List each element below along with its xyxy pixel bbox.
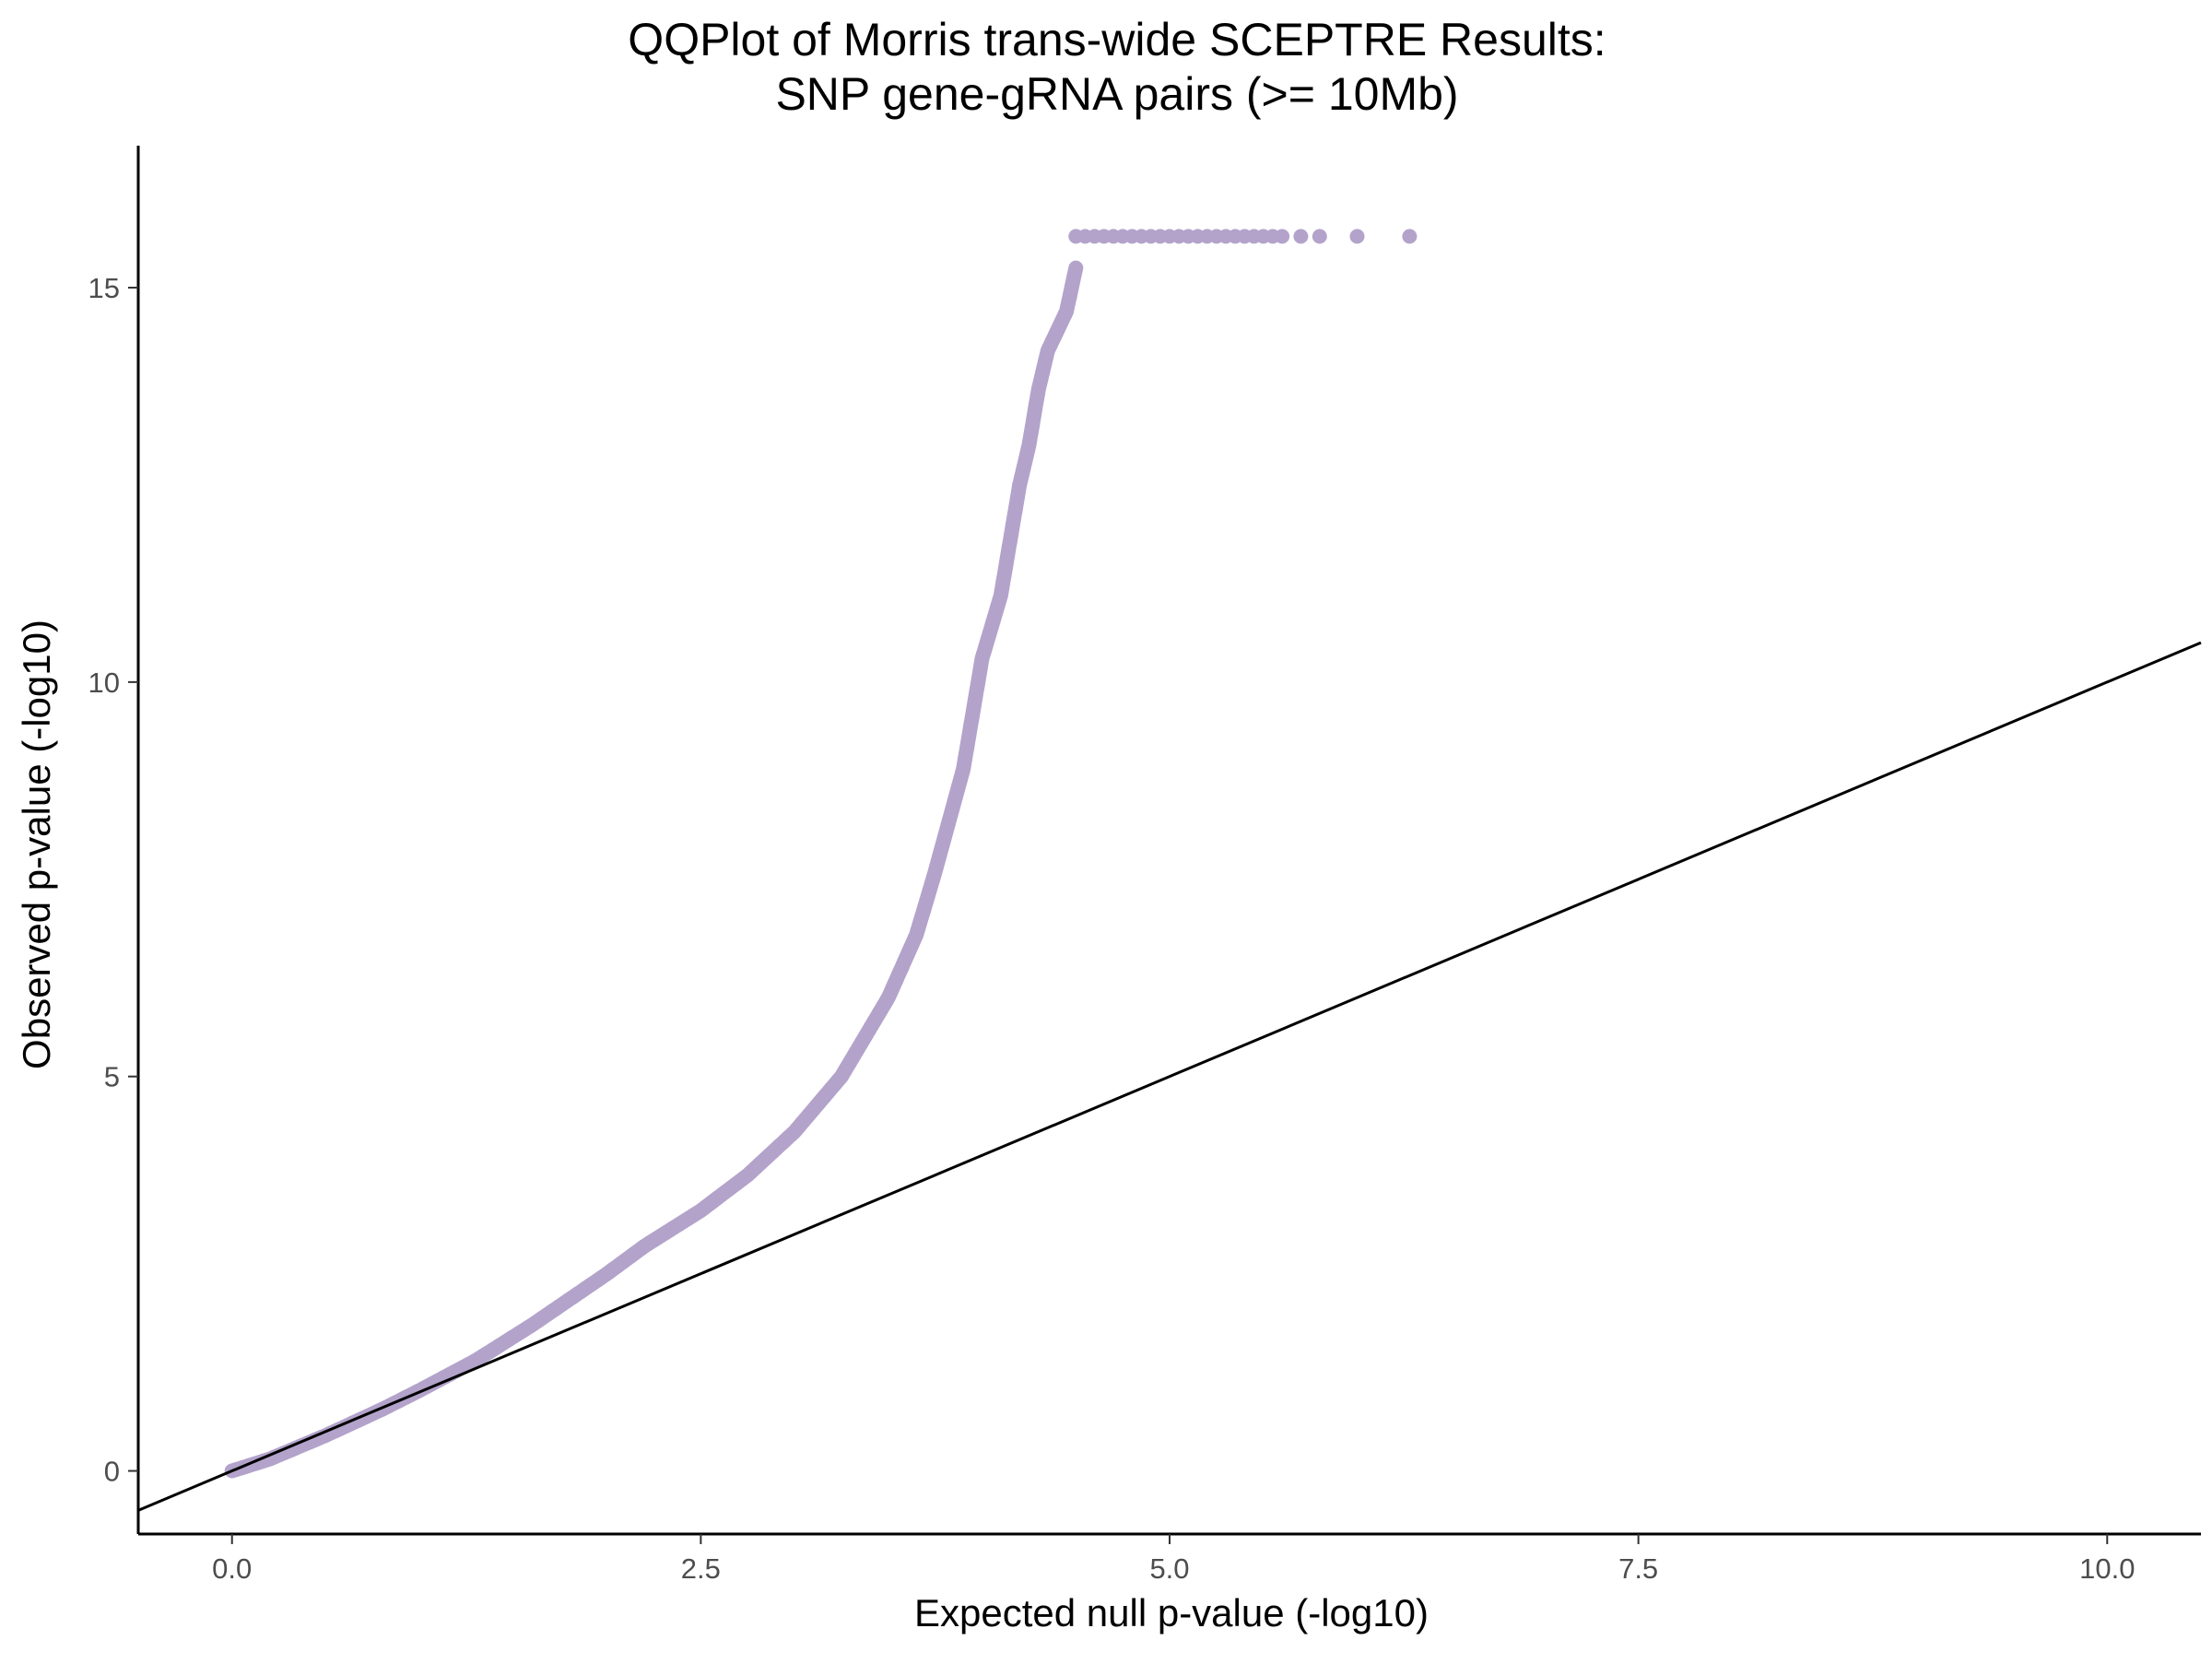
x-tick-label: 7.5 [1618, 1552, 1658, 1585]
data-point [1068, 260, 1084, 276]
chart-subtitle: SNP gene-gRNA pairs (>= 10Mb) [775, 68, 1458, 120]
x-tick-label: 5.0 [1149, 1552, 1189, 1585]
y-tick-label: 0 [104, 1456, 120, 1488]
y-tick-label: 15 [88, 272, 120, 304]
x-axis-title: Expected null p-value (-log10) [914, 1591, 1429, 1634]
y-tick-label: 10 [88, 667, 120, 699]
y-tick-label: 5 [104, 1061, 120, 1093]
x-tick-label: 10.0 [2079, 1552, 2135, 1585]
chart-title: QQPlot of Morris trans-wide SCEPTRE Resu… [628, 14, 1606, 65]
reference-line-layer [137, 641, 2202, 1512]
reference-diagonal-line [137, 641, 2202, 1512]
capped-data-point [1275, 229, 1290, 244]
capped-data-point [1349, 229, 1365, 244]
capped-data-point [1293, 229, 1309, 244]
capped-data-point [1402, 229, 1418, 244]
y-axis-title: Observed p-value (-log10) [15, 620, 58, 1069]
x-axis-ticks: 0.0 2.5 5.0 7.5 10.0 [212, 1534, 2135, 1585]
x-tick-label: 0.0 [212, 1552, 252, 1585]
points-layer [224, 229, 1418, 1479]
capped-data-point [1312, 229, 1327, 244]
y-axis-ticks: 0 5 10 15 [88, 272, 138, 1488]
x-tick-label: 2.5 [681, 1552, 721, 1585]
